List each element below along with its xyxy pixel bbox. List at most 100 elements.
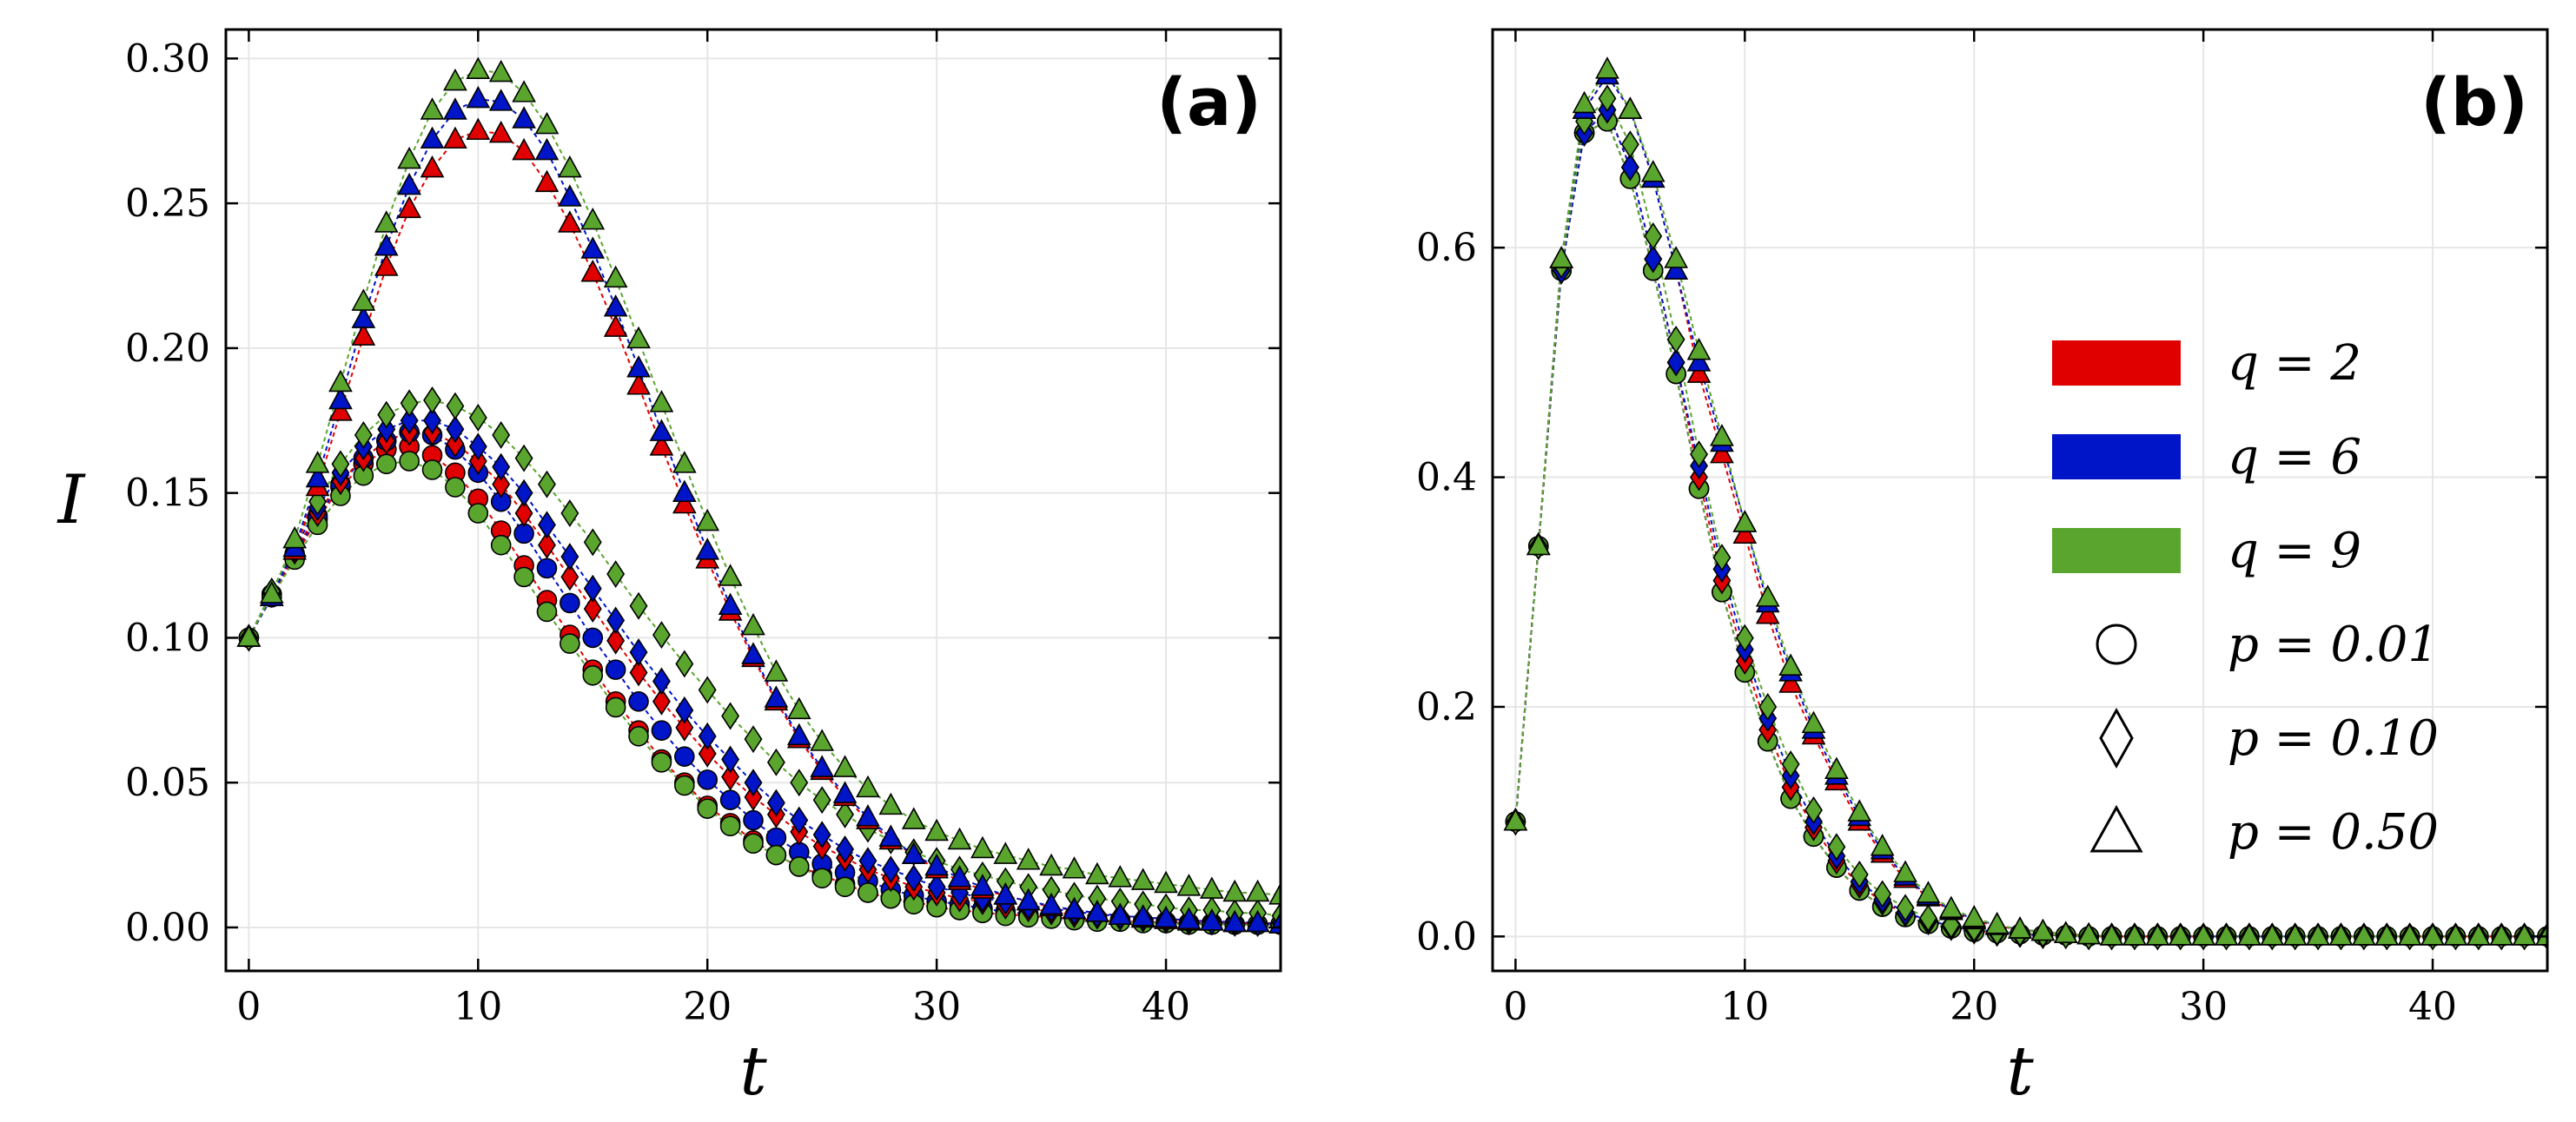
data-point xyxy=(1778,670,1803,693)
data-point xyxy=(1039,892,1063,915)
data-point xyxy=(1664,257,1688,280)
data-point xyxy=(580,259,606,282)
data-point xyxy=(744,769,763,797)
data-point xyxy=(947,827,972,850)
data-point xyxy=(558,210,582,233)
data-point xyxy=(2214,923,2239,946)
data-point xyxy=(560,499,579,527)
data-point xyxy=(534,111,560,135)
data-point xyxy=(377,400,396,429)
series-line xyxy=(1514,68,2547,938)
data-point xyxy=(947,865,972,888)
data-point xyxy=(468,403,487,432)
data-point xyxy=(1781,750,1800,779)
data-point xyxy=(993,842,1018,864)
data-point xyxy=(583,574,602,603)
data-point xyxy=(856,775,880,798)
data-point xyxy=(560,563,579,591)
data-point xyxy=(558,184,582,207)
data-point xyxy=(674,775,695,796)
data-point xyxy=(1245,879,1270,902)
data-point xyxy=(674,746,695,767)
data-point xyxy=(583,595,602,624)
series-line xyxy=(248,399,1281,917)
data-point xyxy=(970,835,995,859)
data-point xyxy=(1526,532,1551,556)
data-point xyxy=(649,390,674,412)
data-point xyxy=(744,725,763,754)
data-point xyxy=(583,528,602,557)
x-tick-label: 20 xyxy=(1950,985,1998,1029)
data-point xyxy=(374,233,399,256)
data-point xyxy=(2397,923,2422,946)
data-point xyxy=(397,172,421,195)
data-point xyxy=(1644,245,1663,274)
data-point xyxy=(534,169,560,193)
data-point xyxy=(626,326,651,349)
data-point xyxy=(351,288,376,311)
data-point xyxy=(1778,653,1803,676)
legend-label: q = 9 xyxy=(2228,523,2361,579)
data-point xyxy=(1870,834,1895,856)
data-point xyxy=(1572,90,1597,114)
data-point xyxy=(492,420,511,449)
data-point xyxy=(1245,909,1270,933)
data-point xyxy=(1686,360,1712,383)
data-point xyxy=(741,612,765,636)
data-point xyxy=(719,815,741,837)
data-point xyxy=(1896,894,1915,922)
data-point xyxy=(629,638,648,667)
data-point xyxy=(788,856,810,877)
data-point xyxy=(901,807,926,829)
data-point xyxy=(488,59,513,82)
data-point xyxy=(534,137,560,161)
data-point xyxy=(1618,96,1643,119)
data-point xyxy=(423,406,441,435)
x-tick-label: 10 xyxy=(1720,985,1769,1029)
y-tick-label: 0.4 xyxy=(1416,456,1477,500)
data-point xyxy=(1016,848,1041,870)
data-point xyxy=(1710,440,1734,464)
data-point xyxy=(832,781,858,803)
data-point xyxy=(377,415,396,444)
data-point xyxy=(538,531,556,559)
data-point xyxy=(605,696,626,718)
data-point xyxy=(1644,221,1663,250)
data-point xyxy=(812,786,831,815)
data-point xyxy=(538,470,556,498)
data-point xyxy=(2053,921,2078,943)
data-point xyxy=(236,624,262,647)
legend-marker xyxy=(2096,624,2137,665)
axes-frame xyxy=(224,28,1282,973)
data-point xyxy=(629,591,648,620)
data-point xyxy=(603,294,628,317)
data-point xyxy=(764,659,789,682)
data-point xyxy=(2374,923,2400,946)
data-point xyxy=(2145,923,2170,946)
data-point xyxy=(400,389,419,418)
data-point xyxy=(1712,544,1732,572)
data-point xyxy=(558,155,582,178)
data-point xyxy=(1062,896,1087,920)
data-point xyxy=(603,314,628,337)
x-tick-label: 40 xyxy=(1142,985,1190,1029)
y-axis-label: I xyxy=(56,461,87,539)
y-tick-label: 0.05 xyxy=(125,761,210,805)
data-point xyxy=(1801,710,1826,734)
panel-a: 0 10 20 30 40 0.00 0.05 0.10 0.15 0.20 0.25 0.30 t I (… xyxy=(56,28,1282,1111)
series-line xyxy=(248,431,1281,926)
series-line xyxy=(248,69,1281,897)
data-point xyxy=(832,755,858,777)
data-point xyxy=(1620,130,1639,159)
data-point xyxy=(1176,874,1202,896)
data-point xyxy=(765,827,787,848)
x-tick-label: 10 xyxy=(454,985,502,1029)
data-point xyxy=(443,97,467,120)
data-point xyxy=(423,386,441,414)
data-point xyxy=(1824,756,1849,779)
data-point xyxy=(836,835,855,863)
data-point xyxy=(1039,853,1063,876)
data-point xyxy=(466,117,491,141)
data-point xyxy=(282,525,308,549)
data-point xyxy=(536,558,558,579)
